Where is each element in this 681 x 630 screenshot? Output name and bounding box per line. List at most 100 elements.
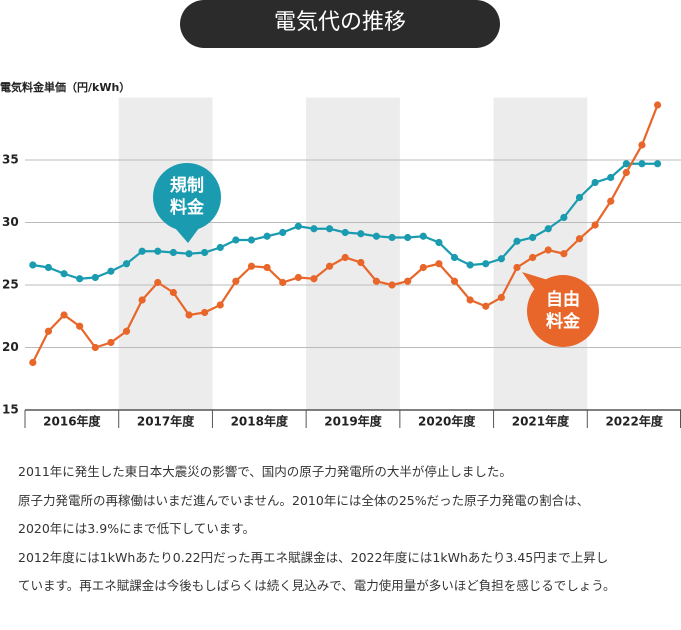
data-point — [310, 225, 318, 233]
data-point — [482, 302, 490, 310]
x-tick-label: 2018年度 — [231, 414, 289, 429]
y-tick-label: 25 — [2, 278, 19, 292]
data-point — [341, 228, 349, 237]
x-tick-label: 2019年度 — [324, 414, 382, 429]
data-point — [466, 261, 474, 269]
data-point — [122, 327, 131, 335]
data-point — [294, 273, 302, 282]
data-point — [357, 230, 365, 238]
y-axis-label: 電気料金単価（円/kWh） — [0, 80, 130, 94]
data-point — [60, 311, 68, 319]
data-point — [404, 233, 412, 242]
data-point — [247, 262, 256, 270]
data-point — [482, 260, 490, 268]
data-point — [91, 343, 99, 352]
data-point — [341, 253, 349, 262]
data-point — [185, 250, 193, 258]
y-tick-label: 20 — [2, 340, 19, 354]
y-tick-label: 15 — [2, 403, 19, 417]
data-point — [653, 160, 662, 168]
data-point — [466, 296, 474, 304]
data-point — [91, 273, 99, 282]
caption-line: ています。再エネ賦課金は今後もしばらくは続く見込みで、電力使用量が多いほど負担を… — [18, 578, 616, 593]
x-tick-label: 2016年度 — [43, 414, 101, 429]
data-point — [638, 160, 646, 168]
data-point — [529, 253, 537, 262]
data-point — [325, 262, 334, 270]
data-point — [263, 263, 271, 272]
data-point — [560, 250, 568, 258]
x-tick-label: 2017年度 — [137, 414, 195, 429]
data-point — [263, 232, 271, 240]
data-point — [575, 235, 584, 243]
legend-bubble-tail — [175, 228, 199, 243]
data-point — [653, 101, 662, 109]
data-point — [325, 225, 334, 233]
data-point — [497, 293, 505, 302]
data-point — [450, 277, 459, 285]
caption-line: 2020年には3.9%にまで低下しています。 — [18, 521, 255, 536]
data-point — [169, 248, 177, 257]
y-tick-label: 30 — [2, 215, 19, 229]
data-point — [107, 338, 115, 347]
chart: 電気料金単価（円/kWh） 15 20 25 30 35 2016年度 2017年度 2018… — [0, 80, 681, 429]
data-point — [185, 311, 193, 319]
data-point — [279, 228, 287, 237]
data-point — [513, 263, 521, 272]
data-point — [544, 225, 552, 233]
data-point — [388, 281, 396, 289]
data-point — [357, 258, 365, 267]
data-point — [44, 263, 53, 272]
data-point — [60, 270, 68, 278]
data-point — [76, 322, 84, 330]
data-point — [138, 247, 146, 255]
data-point — [419, 263, 427, 272]
data-point — [216, 243, 224, 252]
data-point — [29, 358, 37, 367]
data-point — [169, 288, 177, 297]
data-point — [591, 221, 599, 229]
caption-line: 原子力発電所の再稼働はいまだ進んでいません。2010年には全体の25%だった原子… — [18, 492, 590, 508]
data-point — [622, 168, 630, 177]
data-point — [560, 213, 568, 222]
data-point — [529, 233, 537, 242]
data-point — [622, 160, 630, 168]
data-point — [404, 277, 412, 285]
data-point — [154, 247, 162, 255]
legend-bubble — [527, 275, 599, 347]
caption-line: 2011年に発生した東日本大震災の影響で、国内の原子力発電所の大半が停止しました… — [18, 464, 512, 479]
data-point — [388, 233, 396, 242]
data-point — [76, 275, 84, 283]
data-point — [607, 173, 615, 182]
caption-line: 2012年度には1kWhあたり0.22円だった再エネ賦課金は、2022年度には1… — [18, 549, 609, 565]
data-point — [138, 296, 146, 304]
data-point — [201, 308, 209, 317]
data-point — [216, 301, 224, 309]
caption: 2011年に発生した東日本大震災の影響で、国内の原子力発電所の大半が停止しました… — [18, 458, 678, 601]
data-point — [450, 253, 459, 262]
data-point — [607, 197, 615, 205]
data-point — [279, 278, 287, 287]
data-point — [575, 193, 584, 202]
data-point — [107, 267, 115, 275]
data-point — [247, 236, 256, 244]
legend-bubble — [153, 163, 221, 231]
data-point — [44, 327, 53, 335]
legend-label: 自由料金 — [546, 290, 580, 332]
data-point — [591, 178, 599, 187]
data-point — [201, 248, 209, 257]
data-point — [232, 277, 240, 285]
data-point — [544, 246, 552, 254]
data-point — [232, 236, 240, 244]
data-point — [513, 237, 521, 245]
data-point — [294, 222, 302, 230]
data-point — [435, 260, 443, 268]
data-point — [372, 277, 381, 285]
x-tick-label: 2021年度 — [512, 414, 570, 429]
data-point — [122, 260, 131, 268]
year-band — [306, 97, 400, 410]
y-tick-label: 35 — [2, 153, 19, 167]
legend-bubble-tail — [522, 272, 548, 290]
data-point — [372, 232, 381, 240]
